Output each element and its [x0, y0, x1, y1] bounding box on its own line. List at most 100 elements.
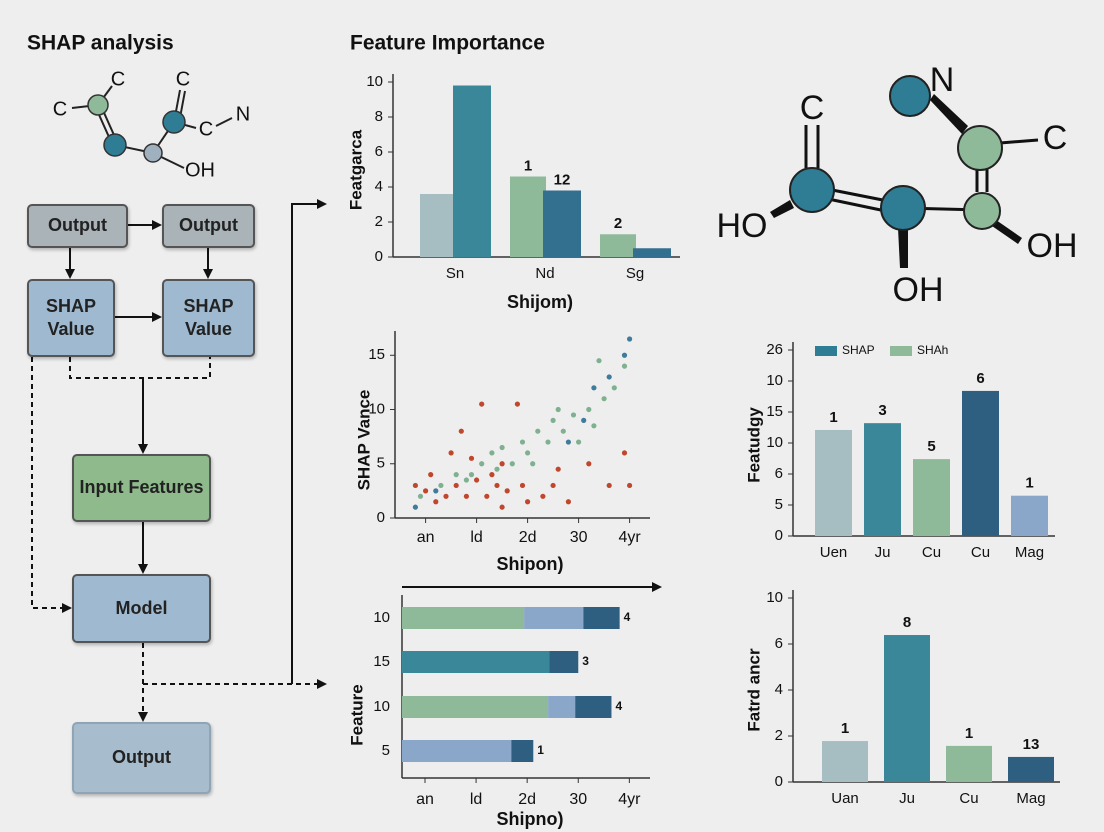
point — [499, 461, 505, 467]
point — [448, 450, 454, 456]
y-tick-label: 6 — [775, 465, 783, 482]
bar-segment — [583, 607, 620, 629]
atom-label: C — [111, 68, 125, 90]
flow-node: Output — [72, 722, 211, 794]
x-tick-label: 2d — [519, 529, 537, 546]
bar — [543, 190, 581, 257]
x-tick-label: 2d — [518, 791, 536, 808]
legend-label: SHAh — [917, 343, 948, 357]
x-tick-label: Ju — [899, 790, 915, 807]
wedge-bond — [770, 200, 794, 218]
y-tick-label: 0 — [775, 527, 783, 544]
bar-annotation: 1 — [965, 725, 973, 742]
point — [428, 472, 434, 478]
point — [535, 428, 541, 434]
y-axis-label: Feature — [347, 684, 366, 745]
x-tick-label: 30 — [570, 529, 588, 546]
x-axis-label: Shipno) — [497, 809, 564, 829]
bar — [510, 176, 546, 257]
point — [560, 428, 566, 434]
atom — [103, 133, 127, 157]
point — [458, 428, 464, 434]
y-tick-label: 10 — [373, 609, 390, 626]
point — [468, 455, 475, 461]
point — [570, 412, 577, 418]
y-tick-label: 2 — [775, 727, 783, 744]
atom-label: C — [800, 89, 825, 127]
point — [499, 504, 505, 510]
point — [489, 472, 495, 478]
x-tick-label: Sn — [446, 265, 464, 282]
bar-annotation: 3 — [878, 402, 886, 419]
bar-annotation: 5 — [927, 438, 935, 455]
legend-swatch — [890, 346, 912, 356]
bar-annotation: 2 — [614, 215, 622, 232]
bar — [1008, 756, 1054, 782]
y-tick-label: 0 — [377, 509, 385, 526]
atom — [143, 143, 163, 163]
atom — [87, 94, 109, 116]
x-tick-label: Mag — [1015, 544, 1044, 561]
x-tick-label: Nd — [535, 265, 554, 282]
y-tick-label: 26 — [766, 341, 783, 358]
point — [621, 352, 628, 358]
flow-node: Output — [162, 204, 255, 248]
point — [545, 439, 551, 445]
point — [484, 493, 490, 499]
point — [601, 396, 607, 402]
bar-segment — [402, 607, 525, 629]
legend-swatch — [815, 346, 837, 356]
x-tick-label: Cu — [922, 544, 941, 561]
point — [453, 472, 459, 478]
point — [463, 493, 469, 499]
point — [474, 477, 480, 483]
point — [621, 450, 628, 456]
bar — [600, 234, 636, 257]
point — [417, 493, 424, 499]
y-tick-label: 10 — [766, 589, 783, 606]
atom-label: OH — [185, 159, 215, 181]
point — [576, 439, 582, 445]
bar-annotation: 1 — [537, 743, 544, 757]
bar-annotation: 3 — [582, 654, 589, 668]
atom-label: C — [53, 98, 67, 120]
y-axis-label: Featudgy — [744, 407, 763, 483]
point — [586, 406, 592, 413]
flow-node: Input Features — [72, 454, 211, 522]
point — [463, 477, 469, 483]
point — [519, 439, 526, 445]
x-axis-label: Shipon) — [497, 554, 564, 574]
wedge-bond — [898, 228, 908, 268]
bar-segment — [524, 607, 584, 629]
y-tick-label: 6 — [775, 635, 783, 652]
bar-annotation: 1 — [829, 409, 837, 426]
bar — [453, 85, 491, 257]
point — [611, 385, 617, 391]
y-tick-label: 10 — [366, 73, 383, 90]
point — [423, 488, 429, 494]
bar-segment — [402, 696, 549, 718]
bar — [962, 390, 999, 536]
y-tick-label: 10 — [766, 434, 783, 451]
y-tick-label: 0 — [375, 248, 383, 265]
x-tick-label: Ju — [875, 544, 891, 561]
wedge-bond — [992, 220, 1022, 244]
atom — [889, 75, 931, 117]
y-tick-label: 5 — [382, 742, 390, 759]
point — [514, 401, 521, 407]
bar-annotation: 4 — [624, 610, 631, 624]
bar-annotation: 6 — [976, 370, 984, 387]
point — [555, 466, 561, 472]
bar — [633, 248, 671, 257]
point — [468, 472, 475, 478]
point — [621, 363, 628, 369]
y-tick-label: 15 — [766, 403, 783, 420]
y-tick-label: 15 — [368, 346, 385, 363]
bar-segment — [402, 651, 550, 673]
flow-node: SHAP Value — [27, 279, 115, 357]
atom — [162, 110, 186, 134]
page-title: SHAP analysis — [27, 32, 174, 55]
flow-node: Model — [72, 574, 211, 643]
flow-node: Output — [27, 204, 128, 248]
x-tick-label: Cu — [959, 790, 978, 807]
